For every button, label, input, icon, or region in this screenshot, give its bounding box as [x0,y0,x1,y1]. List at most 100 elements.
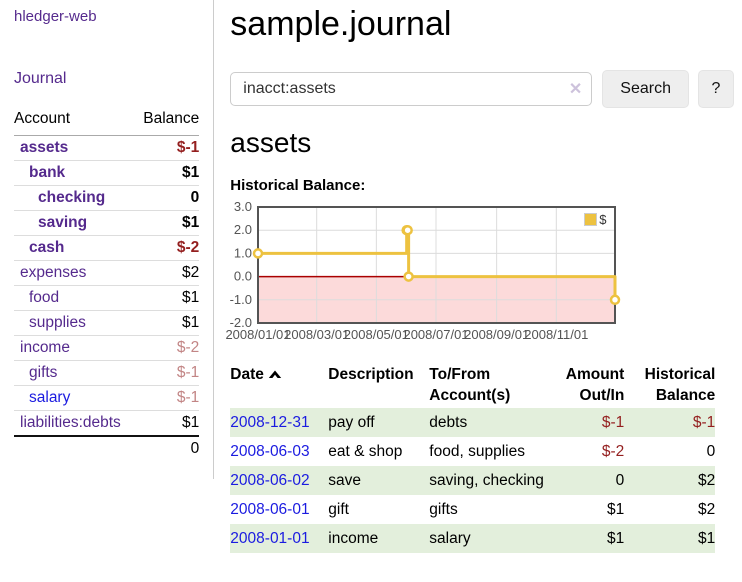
account-balance: $-2 [135,335,200,361]
svg-text:2008/01/01: 2008/01/01 [226,327,291,342]
account-balance: $2 [135,260,200,286]
chart-section-label: Historical Balance: [230,177,366,194]
transaction-accounts: saving, checking [429,472,544,489]
register-row: 2008-06-01 gift gifts $1 $2 [230,495,715,524]
transaction-accounts: salary [429,530,471,547]
svg-text:1.0: 1.0 [234,245,252,260]
search-input-wrap: ✕ [230,72,593,106]
account-balance: $1 [135,210,200,236]
accounts-total-row: 0 [14,435,200,461]
account-balance: $1 [182,414,200,431]
transaction-amount: $-2 [601,443,625,460]
svg-text:2008/09/01: 2008/09/01 [464,327,529,342]
account-balance: $1 [135,310,200,336]
account-row: income $-2 [14,335,200,361]
svg-text:2008/05/01: 2008/05/01 [344,327,409,342]
transaction-balance: $1 [698,530,716,547]
accounts-table-body: assets $-1 bank $1 checking 0 saving $1 cash $-2 e… [14,135,200,437]
account-row: saving $1 [14,210,200,236]
svg-text:2008/03/01: 2008/03/01 [284,327,349,342]
app-brand-link[interactable]: hledger-web [14,8,97,25]
register-header-description: Description [328,366,414,383]
search-bar: ✕ Search ? [230,70,734,108]
transaction-amount: $-1 [601,414,625,431]
account-balance: $-1 [135,385,200,411]
account-link[interactable]: income [20,339,70,356]
register-header-date[interactable]: Date [230,362,328,408]
chart-legend: $ [584,212,607,227]
account-link[interactable]: bank [29,164,66,181]
account-link[interactable]: salary [29,389,71,406]
register-table: Date Description To/From Account(s) Amou… [230,362,716,553]
sidebar-item-journal[interactable]: Journal [14,70,67,87]
accounts-header-account: Account [14,106,136,136]
transaction-date-link[interactable]: 2008-01-01 [230,530,310,547]
accounts-balance-table: Account Balance assets $-1 bank $1 checking 0… [14,106,200,461]
account-link[interactable]: liabilities:debts [20,414,121,431]
transaction-balance: $2 [698,501,716,518]
register-row: 2008-12-31 pay off debts $-1 $-1 [230,408,716,437]
transaction-description: save [328,472,362,489]
transaction-date-link[interactable]: 2008-06-03 [230,443,310,460]
account-row: food $1 [14,285,200,311]
register-row: 2008-06-03 eat & shop food, supplies $-2 0 [230,437,715,466]
account-link[interactable]: expenses [20,264,87,281]
account-link[interactable]: checking [38,189,106,206]
register-table-body: 2008-12-31 pay off debts $-1 $-1 2008-06-03 ea… [230,408,716,553]
account-row: supplies $1 [14,310,200,336]
transaction-amount: $1 [607,501,625,518]
transaction-amount: 0 [615,472,625,489]
main-content: sample.journal ✕ Search ? assets Histori… [214,0,742,553]
svg-text:2008/11/01: 2008/11/01 [525,327,589,342]
account-balance: 0 [135,185,200,211]
accounts-total-value: 0 [135,435,200,461]
transaction-accounts: gifts [429,501,458,518]
series-color-swatch [584,213,598,226]
transaction-description: eat & shop [328,443,403,460]
transaction-accounts: food, supplies [429,443,525,460]
transaction-date-link[interactable]: 2008-12-31 [230,414,310,431]
account-row: bank $1 [14,160,200,186]
svg-text:2008/07/01: 2008/07/01 [404,327,469,342]
account-heading: assets [230,127,312,158]
search-input[interactable] [230,72,593,106]
account-row: liabilities:debts $1 [14,411,199,437]
balance-chart-canvas: 3.0 2.0 1.0 0.0 -1.0 -2.02008/01/012008/03/01… [226,202,621,342]
transaction-date-link[interactable]: 2008-06-02 [230,472,310,489]
register-header-row: Date Description To/From Account(s) Amou… [230,362,715,408]
transaction-amount: $1 [607,530,625,547]
account-link[interactable]: food [29,289,60,306]
account-link[interactable]: assets [20,139,69,156]
account-link[interactable]: gifts [29,364,58,381]
clear-search-icon[interactable]: ✕ [568,81,583,98]
account-row: salary $-1 [14,385,200,411]
account-balance: $-1 [135,360,200,386]
account-row: gifts $-1 [14,360,200,386]
transaction-balance: 0 [706,443,716,460]
accounts-header-balance: Balance [135,106,200,136]
register-header-balance: Historical Balance [644,366,716,404]
balance-chart: 3.0 2.0 1.0 0.0 -1.0 -2.0 2008/01/01 2008/03/01… [224,202,724,342]
svg-text:3.0: 3.0 [234,202,252,214]
transaction-balance: $2 [698,472,716,489]
account-link[interactable]: saving [38,214,88,231]
account-row: expenses $2 [14,260,200,286]
transaction-description: pay off [328,414,375,431]
sidebar: hledger-web Journal Account Balance asse… [0,0,215,479]
register-row: 2008-06-02 save saving, checking 0 $2 [230,466,716,495]
transaction-accounts: debts [429,414,468,431]
transaction-date-link[interactable]: 2008-06-01 [230,501,310,518]
account-link[interactable]: cash [29,239,65,256]
search-button[interactable]: Search [602,70,689,108]
account-balance: $1 [135,285,200,311]
account-row: assets $-1 [14,135,200,161]
page-title: sample.journal [230,5,452,43]
account-balance: $-2 [135,235,200,261]
account-link[interactable]: supplies [29,314,86,331]
register-header-accounts: To/From Account(s) [429,366,511,404]
page: hledger-web Journal Account Balance asse… [0,0,742,553]
account-row: checking 0 [14,185,200,211]
transaction-description: gift [328,501,349,518]
help-button[interactable]: ? [698,70,734,108]
series-label: $ [599,212,607,227]
